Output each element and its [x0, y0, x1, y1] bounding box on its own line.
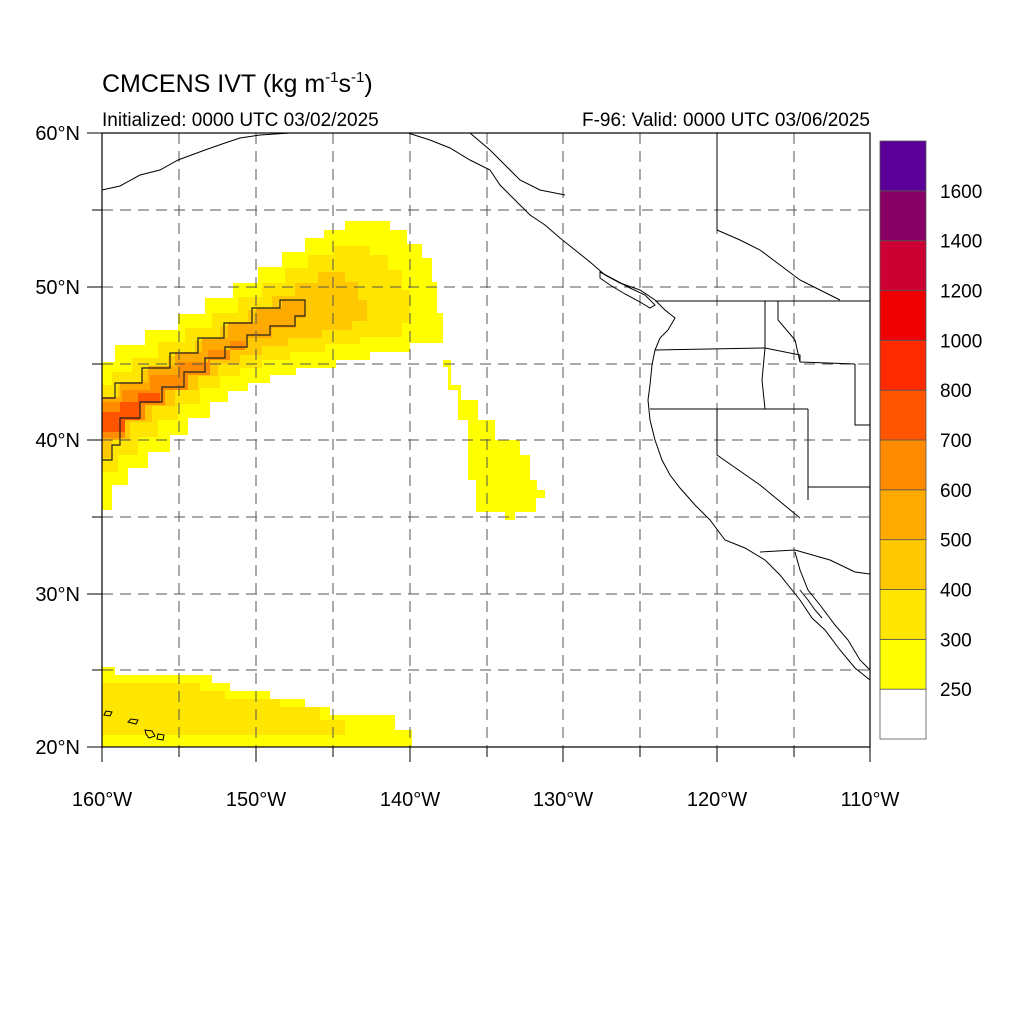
longitude-labels: 160°W 150°W 140°W 130°W 120°W 110°W	[72, 789, 900, 811]
hawaii-islands	[103, 710, 165, 741]
border-ca-nv	[716, 409, 801, 519]
colorbar-swatch	[879, 339, 927, 391]
colorbar-swatch	[879, 389, 927, 441]
lat-label: 20°N	[35, 737, 80, 759]
bc-alberta-border	[716, 133, 841, 301]
baja-coastline	[794, 551, 870, 671]
lat-label: 40°N	[35, 430, 80, 452]
colorbar-swatches	[879, 140, 927, 740]
ivt-field	[102, 221, 545, 747]
lon-label: 110°W	[841, 789, 900, 811]
colorbar-swatch	[879, 539, 927, 590]
colorbar: 250 300 400 500 600 700 800 1000 1200 1400 1600	[879, 140, 982, 740]
axis-ticks	[87, 132, 871, 762]
lon-label: 140°W	[380, 789, 440, 811]
detached-ivt-plume	[443, 360, 545, 520]
political-borders	[469, 133, 870, 575]
colorbar-swatch	[879, 638, 927, 690]
lon-label: 120°W	[687, 789, 747, 811]
graticule	[102, 133, 870, 747]
lon-label: 150°W	[226, 789, 286, 811]
colorbar-label: 500	[940, 531, 972, 552]
border-mt-id	[777, 301, 856, 365]
border-wa-or	[654, 347, 801, 362]
us-mexico-border	[759, 549, 870, 575]
lat-label: 30°N	[35, 584, 80, 606]
colorbar-label: 1000	[940, 331, 982, 352]
colorbar-label: 400	[940, 581, 972, 602]
vancouver-island	[599, 271, 656, 309]
lat-label: 50°N	[35, 277, 80, 299]
gulf-of-california	[799, 589, 823, 619]
colorbar-swatch	[879, 439, 927, 491]
colorbar-swatch	[879, 140, 927, 192]
subtropical-ivt-band	[102, 667, 412, 747]
colorbar-labels: 250 300 400 500 600 700 800 1000 1200 1400 1600	[940, 182, 982, 701]
colorbar-swatch	[879, 589, 927, 640]
latitude-labels: 20°N 30°N 40°N 50°N 60°N	[35, 123, 80, 759]
colorbar-label: 800	[940, 381, 972, 402]
colorbar-label: 700	[940, 431, 972, 452]
colorbar-swatch	[879, 290, 927, 341]
atmospheric-river	[102, 221, 443, 510]
initialized-label: Initialized: 0000 UTC 03/02/2025	[102, 110, 379, 131]
colorbar-label: 1400	[940, 232, 982, 253]
lon-label: 160°W	[72, 789, 132, 811]
border-ut-wy	[854, 364, 870, 426]
colorbar-swatch	[879, 688, 927, 740]
lon-label: 130°W	[533, 789, 593, 811]
alaska-coastline	[102, 133, 291, 191]
colorbar-label: 600	[940, 481, 972, 502]
colorbar-label: 1200	[940, 282, 982, 303]
colorbar-label: 250	[940, 680, 972, 701]
colorbar-label: 1600	[940, 182, 982, 203]
valid-time-label: F-96: Valid: 0000 UTC 03/06/2025	[582, 110, 870, 131]
lat-label: 60°N	[35, 123, 80, 145]
border-id-west	[761, 301, 766, 410]
colorbar-swatch	[879, 240, 927, 291]
alaska-canada-border	[469, 133, 566, 196]
colorbar-swatch	[879, 190, 927, 242]
chart-title: CMCENS IVT (kg m-1s-1)	[102, 69, 373, 98]
colorbar-swatch	[879, 489, 927, 541]
colorbar-label: 300	[940, 630, 972, 651]
